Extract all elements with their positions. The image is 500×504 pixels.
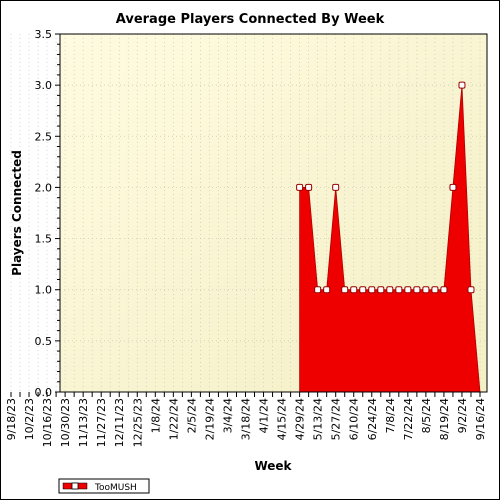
x-tick-label: 4/29/24 [294, 398, 307, 440]
y-tick-label: 1.0 [35, 284, 53, 297]
legend-box [58, 478, 150, 494]
x-tick-label: 3/18/24 [240, 398, 253, 440]
legend-label: TooMUSH [94, 483, 137, 493]
data-point [296, 183, 304, 191]
y-tick-label: 0.0 [35, 386, 53, 399]
x-tick-label: 12/11/23 [113, 398, 126, 447]
data-point [395, 286, 403, 294]
data-point [404, 286, 412, 294]
x-tick-label: 11/27/23 [95, 398, 108, 447]
data-point [314, 286, 322, 294]
data-point [431, 286, 439, 294]
data-point [440, 286, 448, 294]
data-point [359, 286, 367, 294]
data-point [458, 81, 466, 89]
plot-border [59, 33, 488, 393]
x-axis: 9/18/23 10/2/23 10/16/23 10/30/23 11/13/23 11… [5, 392, 487, 447]
x-tick-label: 11/13/23 [77, 398, 90, 447]
data-point [305, 183, 313, 191]
data-point [341, 286, 349, 294]
y-axis-label: Players Connected [10, 150, 24, 276]
x-tick-label: 2/19/24 [203, 398, 216, 440]
legend: TooMUSH [58, 478, 150, 494]
x-tick-label: 3/4/24 [221, 398, 234, 433]
data-point [377, 286, 385, 294]
data-point [449, 183, 457, 191]
x-tick-label: 5/27/24 [330, 398, 343, 440]
legend-marker [71, 482, 79, 490]
x-tick-label: 10/2/23 [23, 398, 36, 440]
x-tick-label: 9/18/23 [5, 398, 18, 440]
x-tick-label: 6/10/24 [348, 398, 361, 440]
x-tick-label: 4/1/24 [258, 398, 271, 433]
x-tick-label: 8/5/24 [420, 398, 433, 433]
x-tick-label: 2/5/24 [185, 398, 198, 433]
data-point [422, 286, 430, 294]
x-tick-label: 10/30/23 [59, 398, 72, 447]
y-tick-label: 1.5 [35, 233, 53, 246]
series-markers [296, 81, 475, 294]
x-tick-label: 1/8/24 [149, 398, 162, 433]
y-axis: 0.0 0.5 1.0 1.5 2.0 2.5 3.0 3.5 [35, 28, 60, 399]
y-tick-label: 3.5 [35, 28, 53, 41]
x-tick-label: 7/8/24 [384, 398, 397, 433]
data-point [368, 286, 376, 294]
x-tick-label: 10/16/23 [41, 398, 54, 447]
x-tick-label: 4/15/24 [276, 398, 289, 440]
x-tick-label: 9/2/24 [456, 398, 469, 433]
data-point [332, 183, 340, 191]
y-tick-label: 2.5 [35, 130, 53, 143]
chart-title: Average Players Connected By Week [116, 12, 385, 27]
data-point [323, 286, 331, 294]
x-tick-label: 8/19/24 [438, 398, 451, 440]
x-tick-label: 6/24/24 [366, 398, 379, 440]
x-axis-label: Week [254, 459, 292, 473]
data-point [350, 286, 358, 294]
data-point [386, 286, 394, 294]
data-point [413, 286, 421, 294]
y-tick-label: 0.5 [35, 335, 53, 348]
data-point [467, 286, 475, 294]
x-tick-label: 12/25/23 [131, 398, 144, 447]
y-tick-label: 3.0 [35, 79, 53, 92]
x-tick-label: 7/22/24 [402, 398, 415, 440]
x-tick-label: 9/16/24 [474, 398, 487, 440]
y-tick-label: 2.0 [35, 181, 53, 194]
x-tick-label: 5/13/24 [312, 398, 325, 440]
x-tick-label: 1/22/24 [167, 398, 180, 440]
